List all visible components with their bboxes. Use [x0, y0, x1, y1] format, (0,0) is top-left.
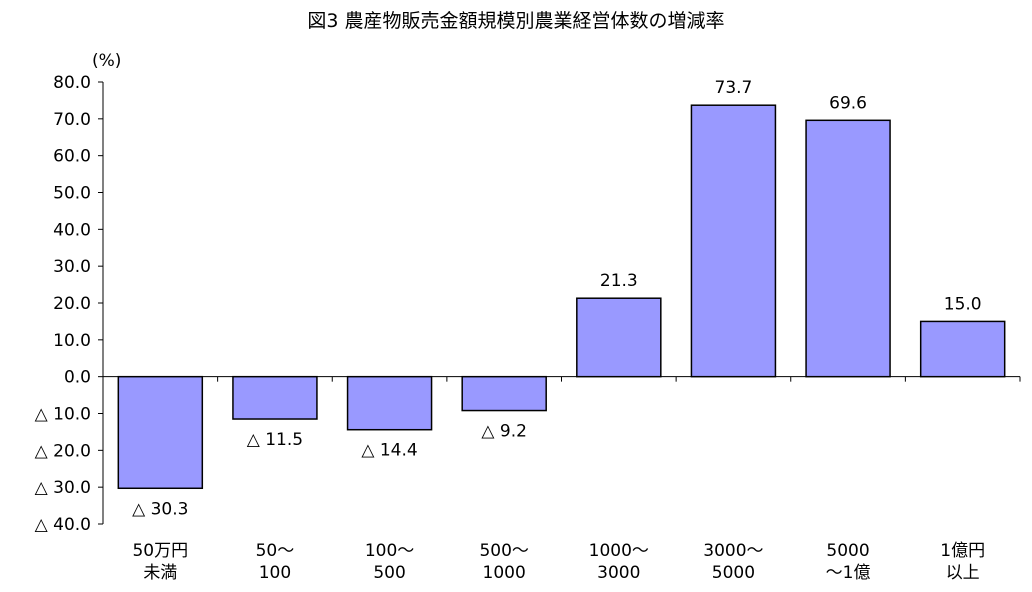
y-tick-label: 20.0 — [53, 294, 91, 314]
x-tick-label: 3000～ — [703, 541, 763, 561]
data-label: 21.3 — [600, 271, 638, 291]
data-label: 73.7 — [715, 78, 753, 98]
bar — [805, 119, 891, 378]
y-tick-label: △ 10.0 — [35, 405, 91, 425]
y-tick-label: △ 30.0 — [35, 478, 91, 498]
bar — [117, 375, 204, 490]
y-tick-label: 30.0 — [53, 257, 91, 277]
data-label: 69.6 — [829, 93, 867, 113]
x-tick-label: 500～ — [479, 541, 528, 561]
bar — [919, 320, 1006, 378]
x-tick-label: 1000 — [483, 563, 526, 583]
data-label: △ 30.3 — [132, 499, 188, 519]
y-tick-label: 10.0 — [53, 331, 91, 351]
x-tick-label: 50～ — [256, 541, 295, 561]
data-label: △ 11.5 — [247, 430, 303, 450]
y-tick-label: 40.0 — [53, 220, 91, 240]
x-tick-label: 500 — [373, 563, 405, 583]
y-tick-label: △ 20.0 — [35, 441, 91, 461]
x-tick-label: 50万円 — [132, 541, 188, 561]
y-tick-label: 70.0 — [53, 110, 91, 130]
x-tick-label: 100～ — [365, 541, 414, 561]
bar — [461, 375, 547, 412]
x-tick-label: 5000 — [826, 541, 869, 561]
bars-layer — [117, 104, 1006, 490]
y-axis-unit-label: (%) — [92, 51, 121, 71]
x-tick-label: 未満 — [143, 563, 177, 583]
x-tick-label: 5000 — [712, 563, 755, 583]
x-tick-label: 1億円 — [940, 541, 985, 561]
x-tick-label: 3000 — [597, 563, 640, 583]
data-label: △ 14.4 — [361, 441, 417, 461]
y-tick-label: △ 40.0 — [35, 515, 91, 535]
y-tick-label: 0.0 — [64, 368, 91, 388]
x-tick-label: 以上 — [946, 563, 980, 583]
data-label: △ 9.2 — [481, 422, 527, 442]
axes-layer: (%)80.0 70.0 60.0 50.0 40.0 30.0 20.0 10.0 0.0 △ … — [35, 51, 1021, 535]
bar — [690, 104, 777, 378]
data-label: 15.0 — [944, 294, 982, 314]
bar — [232, 375, 318, 420]
y-tick-label: 80.0 — [53, 73, 91, 93]
x-tick-label: 100 — [259, 563, 291, 583]
chart-title: 図3 農産物販売金額規模別農業経営体数の増減率 — [307, 10, 725, 32]
x-tick-label: 1000～ — [589, 541, 649, 561]
bar — [576, 297, 662, 378]
y-tick-label: 50.0 — [53, 184, 91, 204]
x-tick-label: ～1億 — [826, 563, 871, 583]
y-tick-label: 60.0 — [53, 147, 91, 167]
bar — [346, 375, 433, 431]
